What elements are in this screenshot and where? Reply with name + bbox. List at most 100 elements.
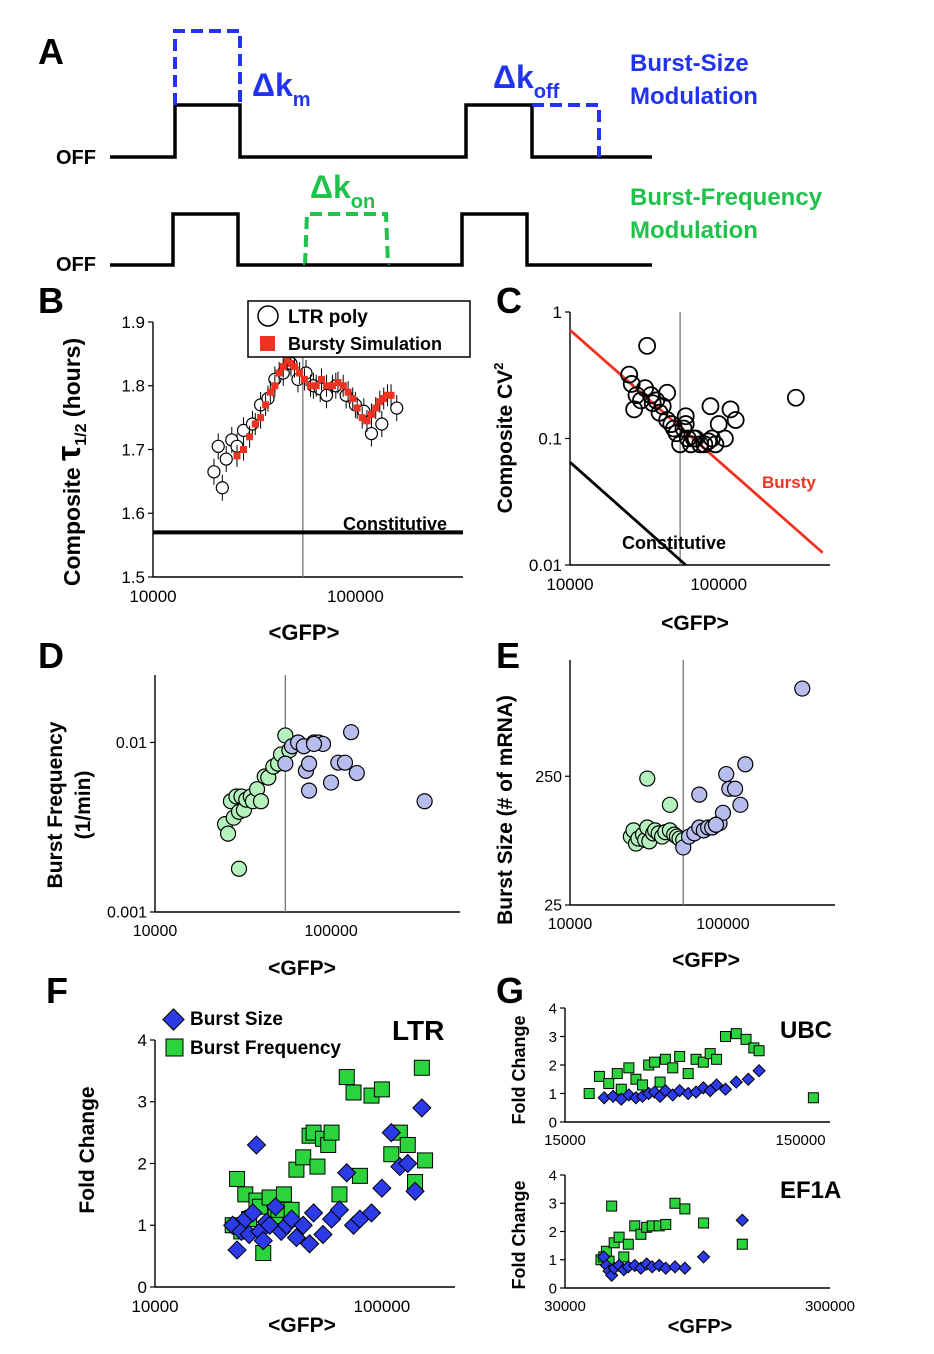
ltr-poly-point (211, 439, 225, 453)
y-tick-label: 2 (549, 1224, 557, 1241)
x-tick-label: 100000 (690, 575, 747, 594)
burst-size-diamond-point (668, 1260, 682, 1274)
burst-frequency-square-point (309, 1158, 326, 1175)
burst-frequency-square-point (719, 1031, 731, 1042)
burst-frequency-square-point (654, 1076, 666, 1088)
burst-frequency-point-blue (348, 764, 365, 782)
bursty-sim-point (334, 379, 342, 387)
burst-frequency-square-point (229, 1170, 246, 1187)
cv2-point (721, 400, 740, 419)
bursty-sim-point (344, 388, 352, 396)
x-tick-label: 100000 (696, 916, 749, 933)
burst-size-diamond-point (303, 1203, 324, 1223)
burst-frequency-point-blue (300, 755, 318, 772)
bursty-sim-point (328, 382, 336, 390)
off-label-top: OFF (56, 147, 96, 169)
panel-g-top-title: UBC (780, 1017, 832, 1044)
cv2-point (622, 375, 641, 393)
delta-km-label: Δkm (252, 67, 311, 111)
burst-frequency-square-point (622, 1238, 634, 1250)
panel-c-xlabel: <GFP> (661, 612, 729, 635)
delta-kon-subscript: on (351, 191, 375, 213)
burst-size-diamond-point (265, 1197, 286, 1217)
panel-b-ylabel-symbol: τ (50, 446, 88, 461)
burst-frequency-square-point (345, 1084, 362, 1101)
burst-frequency-square-point (667, 1062, 679, 1074)
bursty-sim-point (290, 363, 298, 371)
delta-koff-subscript: off (534, 81, 560, 103)
burst-size-diamond-point (243, 1203, 263, 1223)
burst-frequency-square-point (275, 1186, 292, 1203)
ltr-poly-point (207, 465, 221, 479)
ltr-poly-point (364, 426, 379, 441)
x-tick-label: 150000 (776, 1132, 826, 1149)
bursty-sim-point (287, 359, 295, 367)
burst-size-point-blue (718, 765, 735, 783)
delta-koff-symbol: Δk (493, 59, 534, 95)
burst-frequency-square-point (736, 1238, 748, 1250)
panel-e-chart: Burst Size (# of mRNA) <GFP> 25 250 10000 1… (494, 660, 835, 972)
panel-g-xlabel: <GFP> (668, 1316, 732, 1338)
x-tick-label: 30000 (544, 1298, 586, 1315)
delta-kon-symbol: Δk (310, 169, 351, 205)
burst-frequency-point-blue (277, 755, 294, 772)
cv2-point (786, 388, 805, 407)
bursty-sim-point (296, 369, 304, 377)
burst-size-point-blue (732, 796, 749, 813)
x-tick-label: 100000 (327, 587, 384, 606)
burst-frequency-point-green (252, 793, 270, 810)
panel-d-chart: Burst Frequency (1/min) <GFP> 0.001 0.01 1… (44, 675, 460, 980)
y-tick-label: 4 (138, 1031, 147, 1050)
cv2-point (706, 435, 725, 454)
ltr-poly-point (375, 417, 389, 431)
cv2-point (715, 429, 734, 448)
bursty-sim-point (246, 433, 254, 441)
burst-frequency-square-point (660, 1218, 672, 1230)
burst-size-diamond-point (381, 1122, 401, 1143)
cv2-point (658, 411, 677, 429)
burst-size-diamond-point (253, 1230, 273, 1251)
burst-frequency-square-point (704, 1048, 716, 1060)
bursty-sim-point (251, 420, 259, 428)
burst-frequency-square-point (338, 1069, 355, 1086)
bursty-sim-point (380, 395, 388, 402)
burst-frequency-square-point (697, 1056, 709, 1068)
burst-size-point-blue (691, 786, 708, 803)
burst-frequency-square-point (698, 1217, 710, 1229)
burst-frequency-square-point (630, 1073, 642, 1085)
bursty-sim-point (283, 356, 291, 364)
panel-b-xlabel: <GFP> (269, 620, 340, 645)
burst-frequency-square-point (730, 1028, 742, 1040)
panel-label-c: C (496, 280, 522, 321)
bursty-sim-point (383, 391, 391, 399)
panel-b-ylabel-sub: 1/2 (73, 423, 90, 445)
bursty-sim-point (240, 446, 248, 453)
bursty-sim-point (363, 417, 371, 425)
panel-d-ylabel-line1: Burst Frequency (44, 721, 67, 888)
burst-frequency-square-point (674, 1050, 686, 1062)
burst-size-diamond-point (361, 1203, 382, 1223)
signal-trace-top (110, 103, 652, 159)
y-tick-label: 1 (549, 1252, 557, 1269)
y-tick-label: 0.01 (529, 556, 562, 575)
burst-frequency-square-point (413, 1059, 430, 1076)
bursty-sim-point (349, 395, 357, 402)
legend-burst-frequency: Burst Frequency (190, 1038, 341, 1059)
burst-frequency-square-point (331, 1186, 348, 1203)
bursty-sim-point (387, 391, 395, 399)
y-tick-label: 1.7 (121, 440, 145, 459)
burst-size-diamond-point (752, 1063, 766, 1078)
burst-size-diamond-point (227, 1240, 247, 1260)
bursty-sim-point (312, 382, 320, 390)
delta-kon-dashed (303, 212, 390, 266)
burst-size-diamond-point (741, 1072, 756, 1086)
burst-size-title-2: Modulation (630, 83, 758, 110)
x-tick-label: 300000 (805, 1298, 855, 1315)
y-tick-label: 2 (138, 1154, 147, 1173)
burst-frequency-square-point (606, 1200, 618, 1212)
bursty-sim-point (372, 404, 380, 412)
cv2-point (620, 365, 639, 384)
panel-label-e: E (496, 635, 520, 676)
burst-frequency-square-point (740, 1033, 752, 1045)
